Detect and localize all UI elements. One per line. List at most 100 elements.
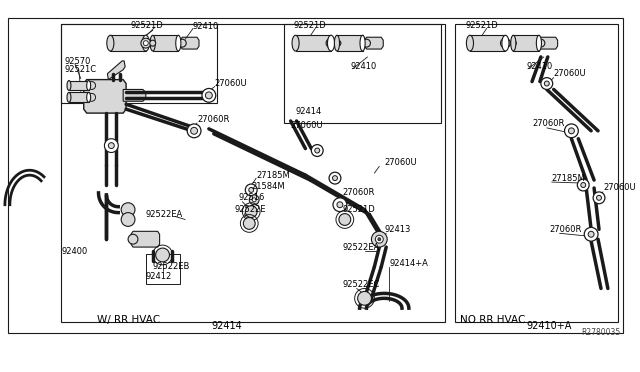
Text: 27060U: 27060U bbox=[554, 69, 586, 78]
Circle shape bbox=[545, 81, 549, 86]
Bar bbox=[8, 17, 623, 333]
Circle shape bbox=[339, 214, 351, 225]
Text: 92516: 92516 bbox=[239, 193, 265, 202]
Text: 92410: 92410 bbox=[526, 62, 552, 71]
Circle shape bbox=[104, 139, 118, 153]
Circle shape bbox=[128, 234, 138, 244]
Circle shape bbox=[596, 195, 602, 200]
Ellipse shape bbox=[360, 35, 365, 51]
Text: 92521D: 92521D bbox=[465, 21, 498, 30]
Circle shape bbox=[337, 202, 343, 208]
Circle shape bbox=[568, 128, 574, 134]
Polygon shape bbox=[365, 37, 383, 49]
Circle shape bbox=[150, 40, 156, 46]
Polygon shape bbox=[131, 231, 159, 247]
Circle shape bbox=[243, 218, 255, 230]
Text: 92412: 92412 bbox=[146, 272, 172, 281]
Circle shape bbox=[500, 38, 510, 48]
Circle shape bbox=[125, 206, 132, 213]
Circle shape bbox=[245, 206, 257, 218]
Bar bbox=[337, 35, 362, 51]
Text: 92414: 92414 bbox=[212, 321, 243, 331]
Circle shape bbox=[205, 92, 212, 99]
Circle shape bbox=[593, 192, 605, 204]
Bar bbox=[69, 81, 89, 90]
Circle shape bbox=[141, 38, 151, 48]
Bar bbox=[110, 35, 146, 51]
Text: 21584M: 21584M bbox=[252, 182, 285, 190]
Circle shape bbox=[252, 198, 256, 202]
Circle shape bbox=[503, 41, 508, 46]
Circle shape bbox=[510, 40, 516, 46]
Text: 92414: 92414 bbox=[296, 107, 322, 116]
Circle shape bbox=[362, 39, 371, 47]
Circle shape bbox=[311, 145, 323, 157]
Circle shape bbox=[588, 231, 594, 237]
Circle shape bbox=[249, 195, 259, 205]
Ellipse shape bbox=[334, 35, 339, 51]
Circle shape bbox=[584, 227, 598, 241]
Text: 27060U: 27060U bbox=[603, 183, 636, 192]
Text: 27185M: 27185M bbox=[552, 174, 586, 183]
Circle shape bbox=[249, 187, 253, 192]
Text: 27060U: 27060U bbox=[215, 79, 248, 88]
Text: 27060U: 27060U bbox=[384, 158, 417, 167]
Text: 27060U: 27060U bbox=[291, 121, 323, 131]
Bar bbox=[146, 254, 180, 283]
Bar bbox=[470, 35, 506, 51]
Text: 92410: 92410 bbox=[192, 22, 218, 31]
Circle shape bbox=[329, 172, 341, 184]
Text: 92413: 92413 bbox=[384, 225, 411, 234]
Circle shape bbox=[187, 124, 201, 138]
Bar bbox=[284, 25, 442, 123]
Circle shape bbox=[156, 248, 170, 262]
Text: 92522EA: 92522EA bbox=[146, 210, 183, 219]
Ellipse shape bbox=[142, 35, 149, 51]
Circle shape bbox=[125, 216, 132, 223]
Text: 27060R: 27060R bbox=[343, 188, 375, 198]
Circle shape bbox=[577, 179, 589, 191]
Circle shape bbox=[245, 184, 257, 196]
Text: 27060R: 27060R bbox=[197, 115, 229, 124]
Circle shape bbox=[202, 89, 216, 102]
Circle shape bbox=[121, 213, 135, 227]
Text: W/ RR HVAC: W/ RR HVAC bbox=[97, 315, 159, 325]
Text: 92410+A: 92410+A bbox=[526, 321, 572, 331]
Text: 92570: 92570 bbox=[64, 57, 90, 66]
Bar bbox=[455, 25, 618, 322]
Bar bbox=[153, 35, 179, 51]
Ellipse shape bbox=[467, 35, 474, 51]
Circle shape bbox=[191, 127, 198, 134]
Circle shape bbox=[333, 198, 347, 212]
Circle shape bbox=[371, 231, 387, 247]
Ellipse shape bbox=[67, 81, 71, 90]
Ellipse shape bbox=[67, 92, 71, 102]
Ellipse shape bbox=[511, 35, 516, 51]
Circle shape bbox=[108, 142, 115, 148]
Text: 92521C: 92521C bbox=[64, 65, 96, 74]
Text: 92522EA: 92522EA bbox=[343, 243, 380, 251]
Text: 92522EB: 92522EB bbox=[153, 262, 190, 271]
Text: 92521D: 92521D bbox=[130, 21, 163, 30]
Text: 27060R: 27060R bbox=[532, 119, 564, 128]
Polygon shape bbox=[108, 61, 125, 80]
Ellipse shape bbox=[107, 35, 114, 51]
Circle shape bbox=[541, 78, 553, 89]
Bar bbox=[61, 25, 445, 322]
Circle shape bbox=[143, 41, 148, 46]
Circle shape bbox=[179, 39, 186, 47]
Circle shape bbox=[376, 235, 383, 243]
Polygon shape bbox=[539, 37, 557, 49]
Circle shape bbox=[333, 176, 337, 180]
Circle shape bbox=[378, 238, 381, 241]
Text: 92521D: 92521D bbox=[294, 21, 326, 30]
Bar bbox=[296, 35, 331, 51]
Circle shape bbox=[315, 148, 320, 153]
Text: 92522E: 92522E bbox=[234, 205, 266, 214]
Text: 92414+A: 92414+A bbox=[389, 259, 428, 268]
Bar bbox=[69, 92, 89, 102]
Ellipse shape bbox=[150, 35, 156, 51]
Ellipse shape bbox=[502, 35, 509, 51]
Circle shape bbox=[358, 291, 371, 305]
Circle shape bbox=[580, 183, 586, 187]
